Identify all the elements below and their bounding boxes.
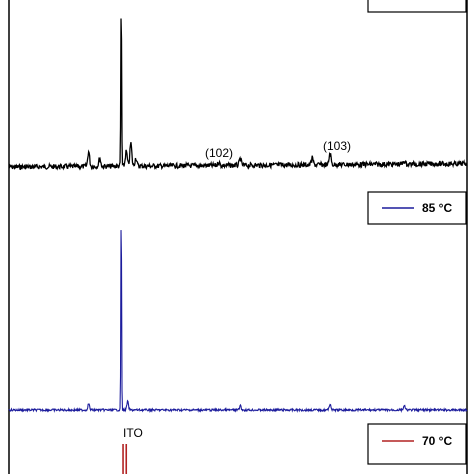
legend-70: 70 °C — [367, 423, 467, 465]
annotation-102: (102) — [205, 146, 233, 160]
legend-70-box — [367, 423, 467, 465]
annotation-103: (103) — [323, 139, 351, 153]
annotation-ito: ITO — [123, 426, 143, 440]
series-layer — [8, 18, 468, 474]
plot-frame — [8, 0, 468, 474]
legend-70-label: 70 °C — [422, 434, 452, 448]
series-line-1 — [8, 230, 468, 414]
series-line-0 — [8, 18, 468, 171]
top-legend-box — [367, 0, 467, 13]
legend-85-label: 85 °C — [422, 201, 452, 215]
legend-85: 85 °C — [367, 191, 467, 225]
